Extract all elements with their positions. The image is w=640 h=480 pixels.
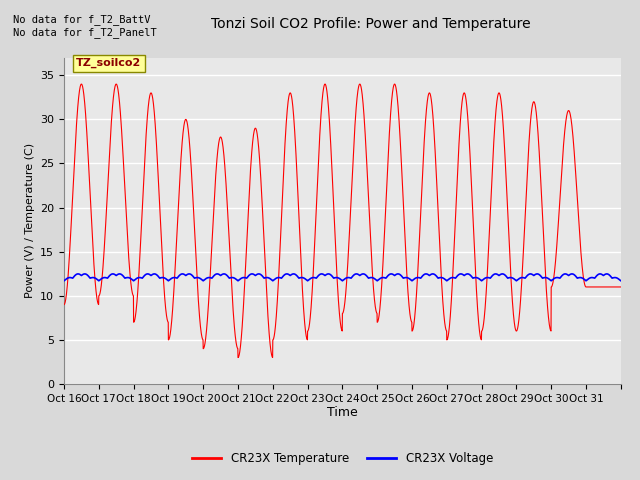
Text: Tonzi Soil CO2 Profile: Power and Temperature: Tonzi Soil CO2 Profile: Power and Temper… — [211, 17, 531, 31]
Y-axis label: Power (V) / Temperature (C): Power (V) / Temperature (C) — [24, 143, 35, 299]
X-axis label: Time: Time — [327, 407, 358, 420]
Text: TZ_soilco2: TZ_soilco2 — [76, 58, 141, 68]
Text: No data for f_T2_BattV
No data for f_T2_PanelT: No data for f_T2_BattV No data for f_T2_… — [13, 14, 157, 38]
Legend: CR23X Temperature, CR23X Voltage: CR23X Temperature, CR23X Voltage — [187, 447, 498, 469]
